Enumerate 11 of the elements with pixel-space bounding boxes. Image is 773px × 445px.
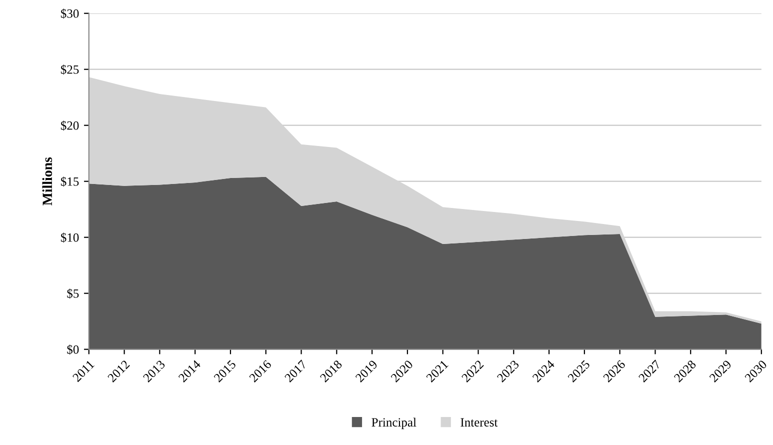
- y-tick-label: $0: [67, 344, 79, 355]
- legend-label: Principal: [372, 418, 416, 430]
- x-tick-label: 2011: [72, 360, 95, 382]
- legend-label: Interest: [460, 418, 498, 427]
- y-tick-label: $15: [60, 176, 79, 187]
- y-tick-label: $10: [60, 232, 79, 243]
- y-tick-label: $20: [60, 120, 79, 131]
- y-tick-label: $30: [60, 8, 79, 19]
- y-tick-label: $5: [67, 288, 79, 299]
- y-tick-label: $25: [60, 64, 79, 75]
- y-axis-title: Millions: [42, 157, 52, 206]
